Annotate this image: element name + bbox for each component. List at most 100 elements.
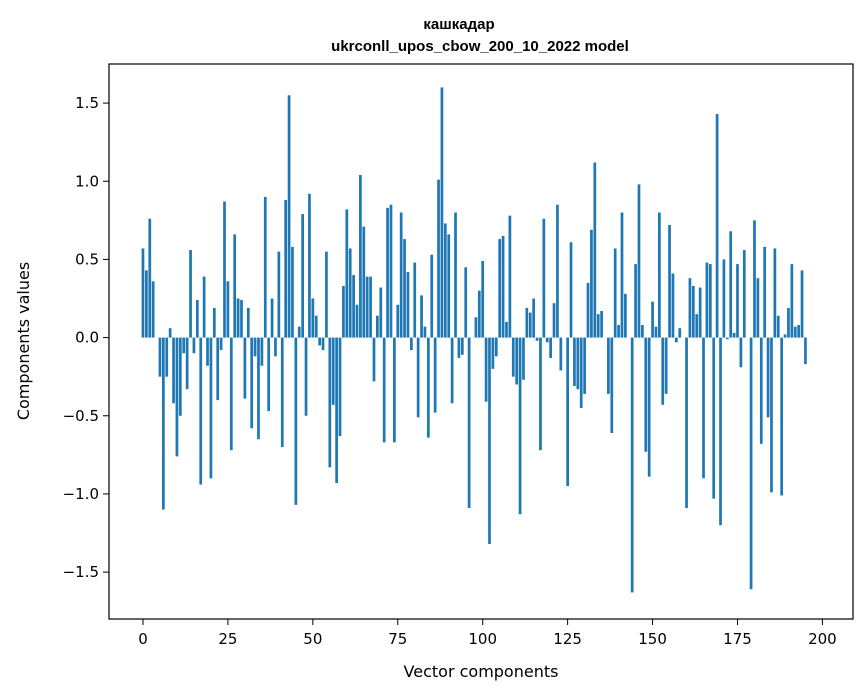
bar-90	[447, 234, 451, 338]
bar-1	[145, 270, 148, 338]
bar-52	[318, 337, 321, 346]
bar-135	[600, 311, 603, 338]
bar-65	[362, 226, 366, 338]
bar-2	[148, 218, 152, 338]
bar-71	[382, 337, 386, 443]
bar-191	[790, 264, 794, 338]
bar-154	[664, 337, 668, 394]
bar-14	[189, 250, 192, 338]
bar-183	[763, 246, 767, 338]
bar-88	[440, 87, 444, 338]
bar-44	[291, 246, 294, 338]
bar-91	[450, 337, 454, 404]
x-tick-label: 150	[638, 630, 667, 648]
bar-180	[753, 220, 756, 338]
bar-23	[219, 337, 223, 351]
bar-81	[416, 337, 420, 418]
plot-frame	[108, 63, 854, 620]
bar-76	[399, 212, 403, 338]
bar-160	[685, 337, 688, 508]
bar-171	[722, 259, 726, 338]
bar-68	[372, 337, 376, 382]
bar-122	[556, 204, 559, 338]
bar-0	[141, 248, 145, 338]
bar-170	[719, 337, 722, 526]
y-tick-label: 1.0	[75, 172, 99, 190]
x-tick-label: 125	[553, 630, 582, 648]
bar-98	[474, 317, 478, 338]
bar-109	[511, 337, 515, 377]
bar-3	[151, 281, 155, 338]
bar-182	[759, 337, 763, 444]
bar-8	[168, 328, 172, 338]
bar-46	[297, 326, 301, 338]
bar-12	[182, 337, 186, 354]
bar-184	[766, 337, 770, 418]
bar-84	[426, 337, 430, 438]
bar-117	[539, 337, 542, 451]
bar-56	[331, 337, 335, 405]
bar-89	[443, 223, 447, 338]
bar-58	[338, 337, 342, 437]
bar-50	[311, 298, 315, 338]
bar-112	[522, 337, 525, 380]
bar-41	[280, 337, 284, 448]
bar-132	[590, 229, 593, 338]
bar-74	[393, 337, 396, 443]
bar-83	[423, 326, 427, 338]
bar-116	[535, 337, 539, 341]
bar-85	[430, 254, 434, 338]
bar-131	[586, 282, 590, 338]
bar-69	[376, 315, 379, 338]
y-tick-label: 1.5	[75, 94, 99, 112]
bar-164	[698, 287, 702, 338]
bar-99	[477, 290, 481, 338]
bar-79	[410, 337, 413, 351]
bar-134	[596, 314, 600, 338]
bar-13	[185, 337, 189, 390]
bar-176	[739, 337, 743, 368]
bar-30	[243, 337, 247, 399]
bar-104	[494, 337, 498, 357]
bar-37	[267, 337, 271, 412]
bar-51	[314, 315, 318, 338]
bar-149	[647, 337, 651, 477]
bar-146	[637, 184, 641, 338]
bar-78	[406, 271, 410, 338]
bar-157	[674, 337, 678, 343]
bar-32	[250, 337, 254, 429]
bar-35	[260, 337, 264, 366]
chart-subtitle: ukrconll_upos_cbow_200_10_2022 model	[331, 38, 629, 55]
bar-82	[420, 295, 423, 338]
bar-33	[253, 337, 257, 357]
bar-38	[270, 298, 274, 338]
bar-153	[661, 337, 665, 405]
bar-34	[257, 337, 260, 440]
bar-9	[172, 337, 175, 404]
bar-142	[624, 293, 627, 338]
bar-101	[484, 337, 488, 402]
bar-192	[793, 326, 797, 338]
bar-70	[379, 287, 383, 338]
bar-92	[454, 212, 457, 338]
bar-25	[226, 281, 230, 338]
bar-144	[630, 337, 634, 593]
bar-147	[641, 325, 644, 338]
bar-113	[525, 307, 529, 338]
bar-36	[263, 196, 267, 338]
x-tick-label: 200	[808, 630, 837, 648]
bar-110	[515, 337, 519, 385]
bar-22	[216, 337, 220, 401]
bar-120	[549, 337, 552, 358]
x-axis: 0 25 50 75 100 125 150 175 200	[138, 619, 837, 648]
bar-31	[246, 307, 250, 338]
bar-7	[165, 337, 169, 377]
bar-102	[488, 337, 491, 544]
bar-111	[518, 337, 522, 515]
bar-87	[437, 179, 440, 338]
x-tick-label: 75	[388, 630, 407, 648]
x-tick-label: 25	[218, 630, 237, 648]
bar-64	[359, 175, 362, 338]
bar-77	[403, 239, 406, 338]
bar-189	[783, 334, 787, 338]
